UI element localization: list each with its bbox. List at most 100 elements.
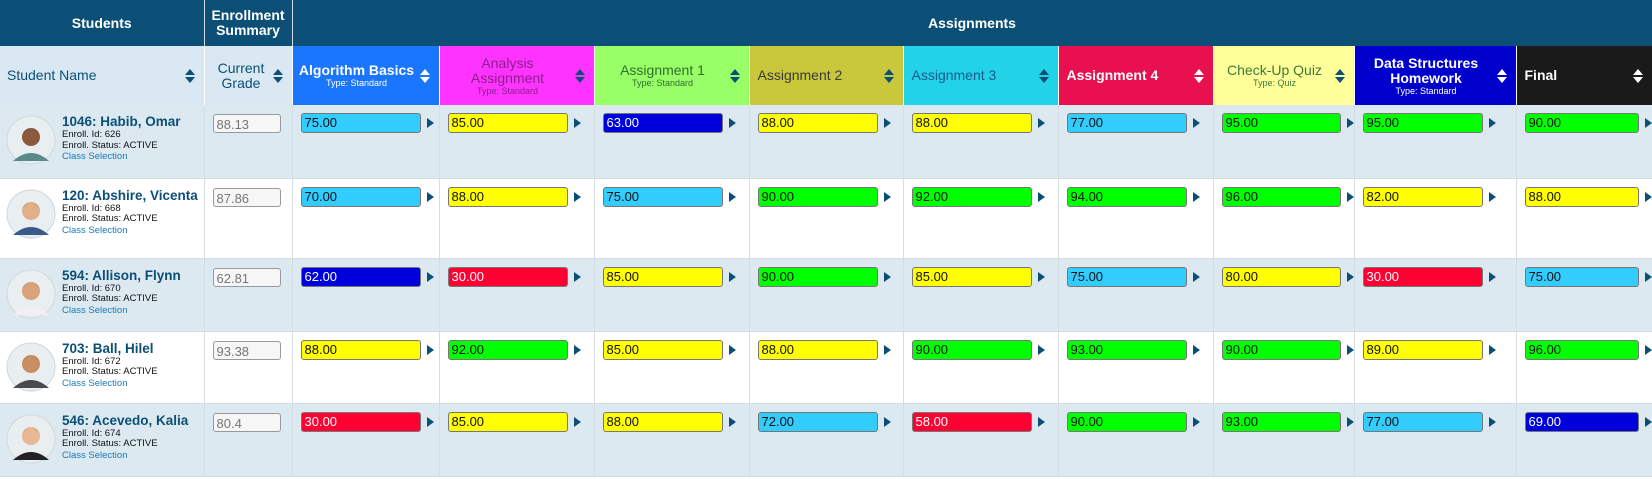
expand-arrow[interactable] <box>883 271 891 282</box>
sort-icon[interactable] <box>1496 68 1508 84</box>
sort-icon[interactable] <box>574 68 586 84</box>
grade-input[interactable]: 58.00 <box>911 411 1032 432</box>
expand-arrow[interactable] <box>1346 118 1354 128</box>
expand-arrow[interactable] <box>728 118 736 128</box>
sort-icon[interactable] <box>1193 68 1205 84</box>
grade-input[interactable]: 72.00 <box>757 411 878 432</box>
expand-arrow[interactable] <box>883 118 891 128</box>
sort-icon[interactable] <box>272 68 284 84</box>
expand-arrow[interactable] <box>1488 416 1496 427</box>
grade-input[interactable]: 96.00 <box>1221 186 1341 207</box>
expand-arrow[interactable] <box>1192 118 1200 128</box>
class-selection-link[interactable]: Class Selection <box>62 304 128 316</box>
expand-arrow[interactable] <box>1192 271 1200 282</box>
sort-icon[interactable] <box>419 68 431 84</box>
expand-arrow[interactable] <box>728 271 736 282</box>
grade-input[interactable]: 90.00 <box>1066 411 1187 432</box>
expand-arrow[interactable] <box>1346 191 1354 202</box>
grade-input[interactable]: 95.00 <box>1221 113 1341 133</box>
grade-input[interactable]: 77.00 <box>1066 113 1187 133</box>
grade-input[interactable]: 62.00 <box>300 266 421 287</box>
grade-input[interactable]: 96.00 <box>1524 339 1639 360</box>
class-selection-link[interactable]: Class Selection <box>62 224 128 236</box>
grade-input[interactable]: 88.00 <box>757 339 878 360</box>
grade-input[interactable]: 88.00 <box>911 113 1032 133</box>
expand-arrow[interactable] <box>1488 118 1496 128</box>
expand-arrow[interactable] <box>883 344 891 355</box>
expand-arrow[interactable] <box>573 344 581 355</box>
grade-input[interactable]: 75.00 <box>1524 266 1639 287</box>
sort-icon[interactable] <box>1632 68 1644 84</box>
expand-arrow[interactable] <box>573 271 581 282</box>
expand-arrow[interactable] <box>426 118 434 128</box>
class-selection-link[interactable]: Class Selection <box>62 449 128 461</box>
expand-arrow[interactable] <box>883 416 891 427</box>
class-selection-link[interactable]: Class Selection <box>62 151 128 162</box>
grade-input[interactable]: 90.00 <box>1524 113 1639 133</box>
expand-arrow[interactable] <box>883 191 891 202</box>
expand-arrow[interactable] <box>1037 344 1045 355</box>
grade-input[interactable]: 85.00 <box>602 339 723 360</box>
expand-arrow[interactable] <box>728 191 736 202</box>
grade-input[interactable]: 90.00 <box>1221 339 1341 360</box>
expand-arrow[interactable] <box>573 191 581 202</box>
grade-input[interactable]: 90.00 <box>757 186 878 207</box>
expand-arrow[interactable] <box>1644 271 1652 282</box>
grade-input[interactable]: 92.00 <box>447 339 568 360</box>
expand-arrow[interactable] <box>1644 118 1652 128</box>
grade-input[interactable]: 85.00 <box>447 113 568 133</box>
expand-arrow[interactable] <box>1488 191 1496 202</box>
sort-icon[interactable] <box>883 68 895 84</box>
grade-input[interactable]: 88.00 <box>602 411 723 432</box>
grade-input[interactable]: 95.00 <box>1362 113 1483 133</box>
grade-input[interactable]: 90.00 <box>911 339 1032 360</box>
grade-input[interactable]: 69.00 <box>1524 411 1639 432</box>
expand-arrow[interactable] <box>426 416 434 427</box>
sort-icon[interactable] <box>729 68 741 84</box>
expand-arrow[interactable] <box>1037 271 1045 282</box>
grade-input[interactable]: 82.00 <box>1362 186 1483 207</box>
grade-input[interactable]: 75.00 <box>300 113 421 133</box>
grade-input[interactable]: 93.00 <box>1221 411 1341 432</box>
expand-arrow[interactable] <box>1192 416 1200 427</box>
expand-arrow[interactable] <box>426 271 434 282</box>
expand-arrow[interactable] <box>1488 271 1496 282</box>
grade-input[interactable]: 88.00 <box>757 113 878 133</box>
grade-input[interactable]: 80.00 <box>1221 266 1341 287</box>
expand-arrow[interactable] <box>728 344 736 355</box>
sort-icon[interactable] <box>1334 68 1346 84</box>
grade-input[interactable]: 75.00 <box>1066 266 1187 287</box>
grade-input[interactable]: 63.00 <box>602 113 723 133</box>
grade-input[interactable]: 92.00 <box>911 186 1032 207</box>
grade-input[interactable]: 93.00 <box>1066 339 1187 360</box>
expand-arrow[interactable] <box>1346 344 1354 355</box>
expand-arrow[interactable] <box>1644 191 1652 202</box>
expand-arrow[interactable] <box>1488 344 1496 355</box>
grade-input[interactable]: 85.00 <box>447 411 568 432</box>
sort-icon[interactable] <box>184 68 196 84</box>
expand-arrow[interactable] <box>1346 271 1354 282</box>
expand-arrow[interactable] <box>426 191 434 202</box>
expand-arrow[interactable] <box>1644 344 1652 355</box>
grade-input[interactable]: 88.00 <box>1524 186 1639 207</box>
expand-arrow[interactable] <box>573 118 581 128</box>
grade-input[interactable]: 30.00 <box>447 266 568 287</box>
expand-arrow[interactable] <box>1192 191 1200 202</box>
expand-arrow[interactable] <box>1037 118 1045 128</box>
grade-input[interactable]: 94.00 <box>1066 186 1187 207</box>
expand-arrow[interactable] <box>1644 416 1652 427</box>
expand-arrow[interactable] <box>1037 416 1045 427</box>
sort-icon[interactable] <box>1038 68 1050 84</box>
grade-input[interactable]: 70.00 <box>300 186 421 207</box>
grade-input[interactable]: 88.00 <box>447 186 568 207</box>
grade-input[interactable]: 85.00 <box>602 266 723 287</box>
expand-arrow[interactable] <box>573 416 581 427</box>
expand-arrow[interactable] <box>1192 344 1200 355</box>
grade-input[interactable]: 75.00 <box>602 186 723 207</box>
grade-input[interactable]: 90.00 <box>757 266 878 287</box>
class-selection-link[interactable]: Class Selection <box>62 377 128 389</box>
grade-input[interactable]: 89.00 <box>1362 339 1483 360</box>
expand-arrow[interactable] <box>426 344 434 355</box>
expand-arrow[interactable] <box>728 416 736 427</box>
grade-input[interactable]: 30.00 <box>1362 266 1483 287</box>
